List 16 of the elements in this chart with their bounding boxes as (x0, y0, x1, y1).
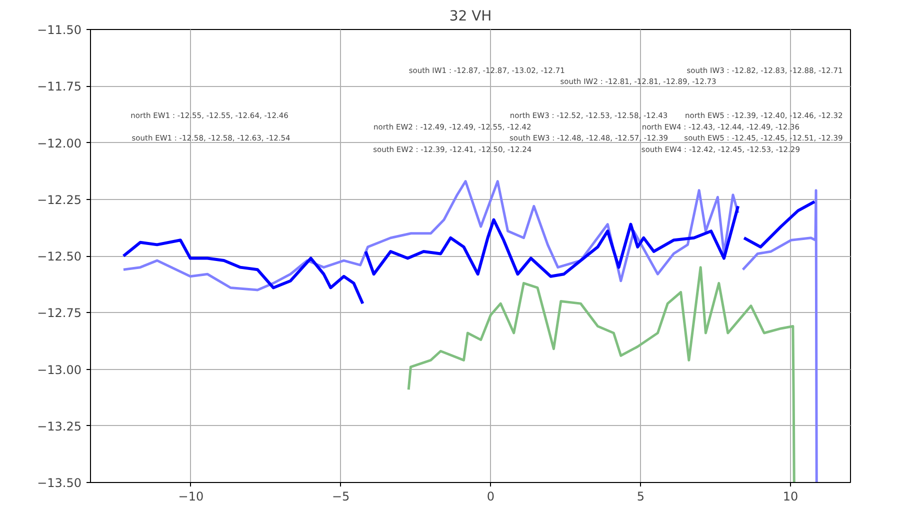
x-tick-label: −5 (332, 490, 350, 504)
y-tick-label: −12.00 (37, 136, 82, 150)
y-tick-label: −13.25 (37, 419, 82, 434)
line-series (407, 266, 796, 482)
x-tick-label: 0 (486, 490, 495, 504)
y-tick-label: −13.00 (37, 362, 82, 377)
y-tick-label: −11.75 (37, 80, 82, 94)
x-tick-label: 5 (636, 490, 644, 504)
y-tick-label: −12.50 (37, 250, 82, 264)
y-tick-label: −12.75 (37, 306, 82, 320)
x-tick-label: 10 (782, 490, 798, 504)
y-tick-label: −11.50 (37, 23, 82, 37)
x-tick-label: −10 (178, 490, 204, 504)
y-tick-label: −12.25 (37, 192, 82, 207)
chart-title: 32 VH (449, 8, 492, 24)
y-tick-label: −13.50 (37, 476, 82, 490)
